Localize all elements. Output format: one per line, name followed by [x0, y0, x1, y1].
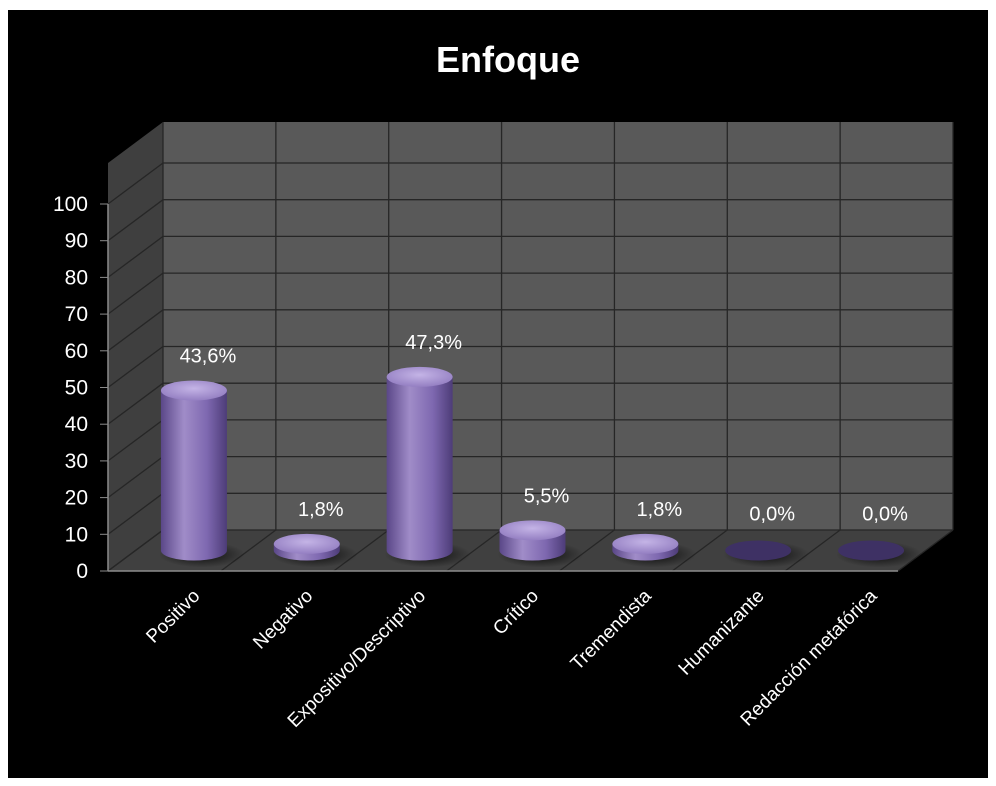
bar-top	[386, 366, 453, 387]
gridline-side	[107, 382, 164, 425]
data-label: 43,6%	[180, 345, 237, 367]
gridline-side	[107, 162, 164, 205]
y-tick-label: 20	[65, 487, 88, 510]
bar-top	[612, 533, 679, 554]
y-tick-label: 50	[65, 377, 88, 400]
x-tick-label: Tremendista	[567, 585, 656, 674]
bar-top	[499, 520, 566, 541]
gridline-side	[107, 345, 164, 389]
y-tick-label: 10	[65, 523, 88, 546]
bars	[158, 366, 923, 568]
bar-top	[160, 380, 227, 401]
gridline-side	[107, 272, 164, 315]
bar	[386, 376, 453, 561]
y-tick-label: 100	[53, 193, 88, 216]
gridline-side	[107, 235, 164, 278]
gridline-side	[107, 309, 164, 352]
bar-top	[273, 533, 340, 554]
chart-frame: Enfoque 0 10 20 30 40 50 60 70 80 90 100 Positivo N…	[8, 10, 988, 778]
y-tick-label: 80	[65, 266, 88, 289]
side-wall	[108, 122, 163, 571]
floor-divider	[107, 529, 164, 572]
back-wall	[163, 122, 953, 530]
y-tick-label: 60	[65, 340, 88, 363]
bar	[838, 540, 905, 561]
y-tick-label: 30	[65, 450, 88, 473]
y-tick-label: 70	[65, 303, 88, 326]
gridline-side	[107, 419, 164, 462]
bar	[160, 390, 227, 561]
x-tick-label: Negativo	[249, 586, 317, 654]
data-labels: 43,6% 1,8% 47,3% 5,5% 1,8% 0,0% 0,0%	[180, 332, 909, 526]
y-axis: 0 10 20 30 40 50 60 70 80 90 100	[53, 193, 109, 583]
gridline-side	[107, 456, 164, 499]
y-tick-label: 90	[65, 230, 88, 253]
data-label: 0,0%	[862, 504, 908, 526]
data-label: 47,3%	[405, 332, 462, 354]
x-tick-label: Crítico	[489, 586, 543, 640]
bar	[725, 540, 792, 561]
y-tick-label: 0	[76, 560, 88, 583]
gridline-side	[107, 199, 164, 242]
data-label: 5,5%	[524, 485, 570, 507]
x-tick-label: Positivo	[142, 586, 204, 648]
gridline-side	[107, 492, 164, 535]
y-tick-label: 40	[65, 413, 88, 436]
data-label: 0,0%	[749, 504, 795, 526]
data-label: 1,8%	[637, 499, 683, 521]
bar-chart: Enfoque 0 10 20 30 40 50 60 70 80 90 100 Positivo N…	[53, 39, 954, 732]
x-tick-label: Humanizante	[675, 586, 769, 680]
chart-title: Enfoque	[436, 39, 580, 80]
data-label: 1,8%	[298, 499, 344, 521]
